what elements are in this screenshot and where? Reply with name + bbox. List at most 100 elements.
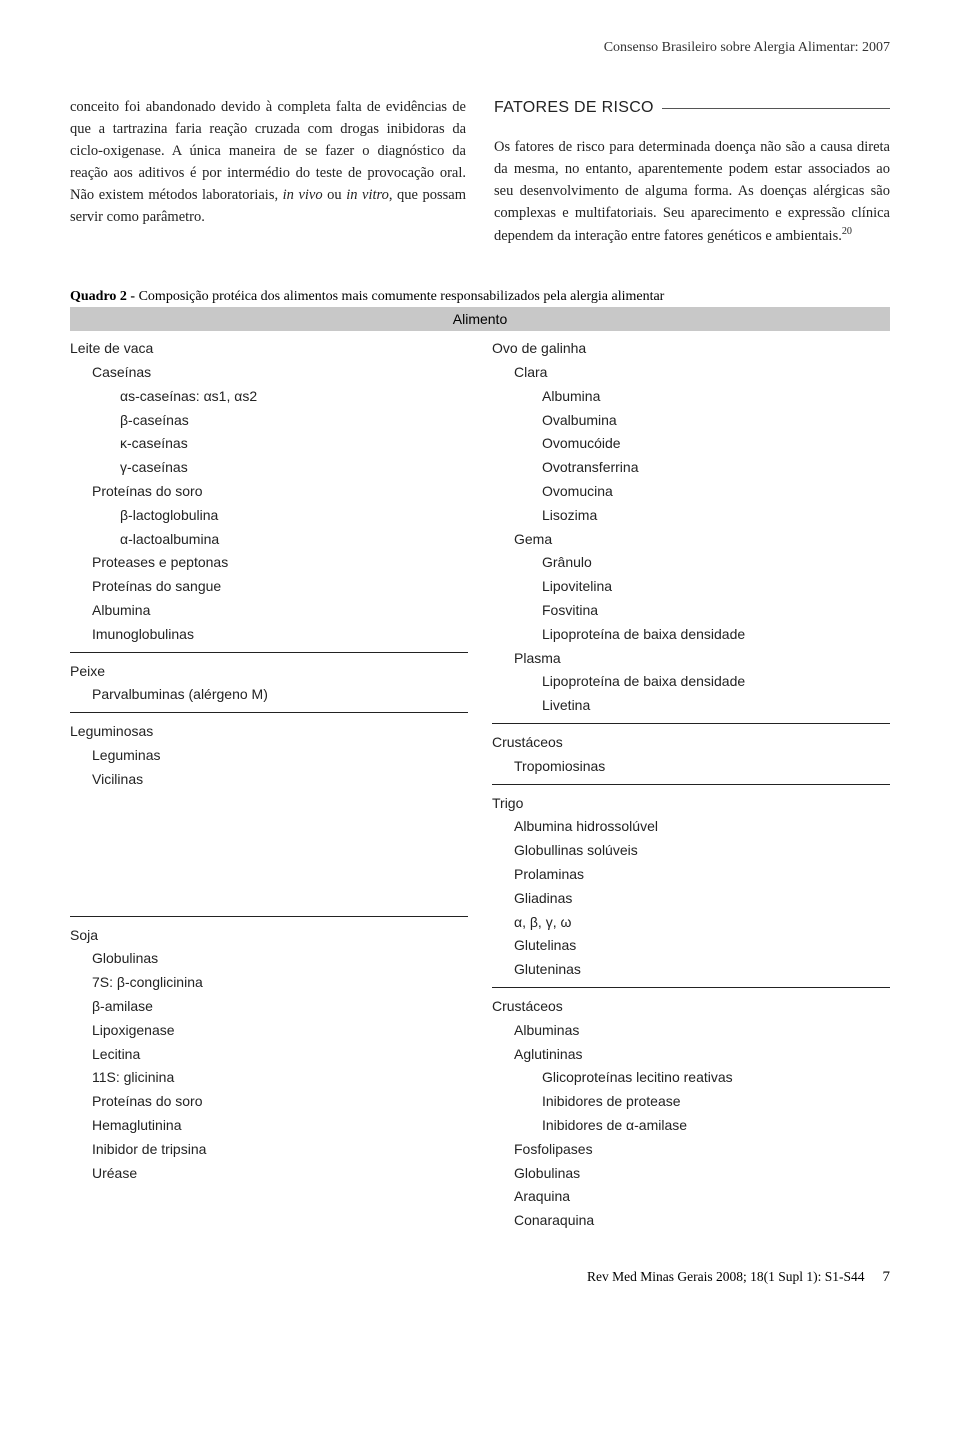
quadro-line: Ovomucóide [492,432,890,456]
quadro-line: Crustáceos [492,731,890,755]
quadro-line: Uréase [70,1162,468,1186]
quadro-line: Fosvitina [492,599,890,623]
heading-text: FATORES DE RISCO [494,96,654,120]
quadro-line: Leite de vaca [70,337,468,361]
quadro-line: Soja [70,924,468,948]
quadro-line: Lisozima [492,504,890,528]
quadro-separator [492,784,890,785]
quadro-line: Peixe [70,660,468,684]
quadro-line: Inibidor de tripsina [70,1138,468,1162]
spacer [70,863,468,887]
quadro-line: Crustáceos [492,995,890,1019]
quadro-line: Lecitina [70,1043,468,1067]
quadro-line: Grânulo [492,551,890,575]
quadro-line: Ovotransferrina [492,456,890,480]
quadro-separator [492,987,890,988]
quadro-line: Leguminas [70,744,468,768]
running-head: Consenso Brasileiro sobre Alergia Alimen… [70,40,890,56]
text-italic: in vitro [346,187,389,203]
spacer [70,839,468,863]
quadro-line: κ-caseínas [70,432,468,456]
quadro-line: γ-caseínas [70,456,468,480]
citation-superscript: 20 [842,226,852,237]
section-heading: FATORES DE RISCO [494,96,890,120]
quadro-line: Lipovitelina [492,575,890,599]
footer-citation: Rev Med Minas Gerais 2008; 18(1 Supl 1):… [587,1269,865,1285]
quadro-line: β-lactoglobulina [70,504,468,528]
quadro-line: Inibidores de protease [492,1090,890,1114]
quadro-line: Clara [492,361,890,385]
quadro-line: Ovalbumina [492,409,890,433]
text: ou [323,187,347,203]
quadro-line: Tropomiosinas [492,755,890,779]
text-italic: in vivo [283,187,323,203]
quadro-line: Albumina [70,599,468,623]
quadro-separator [70,712,468,713]
quadro-line: α-lactoalbumina [70,528,468,552]
quadro-line: Caseínas [70,361,468,385]
quadro-line: Lipoproteína de baixa densidade [492,670,890,694]
quadro-caption: Quadro 2 - Composição protéica dos alime… [70,289,890,305]
quadro-line: Inibidores de α-amilase [492,1114,890,1138]
quadro-line: β-amilase [70,995,468,1019]
quadro-line: Gluteninas [492,958,890,982]
quadro-line: Albuminas [492,1019,890,1043]
text: Os fatores de risco para determinada doe… [494,139,890,244]
quadro-line: 7S: β-conglicinina [70,971,468,995]
quadro-line: Glutelinas [492,934,890,958]
heading-rule [662,108,890,109]
spacer [70,815,468,839]
quadro-line: Leguminosas [70,720,468,744]
quadro-separator [492,723,890,724]
quadro-line: Globullinas solúveis [492,839,890,863]
page-number: 7 [883,1269,891,1286]
quadro-line: Prolaminas [492,863,890,887]
quadro-left-col: Leite de vacaCaseínasαs-caseínas: αs1, α… [70,337,468,1233]
quadro-header: Alimento [70,307,890,331]
quadro-line: Gliadinas [492,887,890,911]
spacer [70,792,468,816]
quadro-title: Composição protéica dos alimentos mais c… [139,289,665,304]
left-column: conceito foi abandonado devido à complet… [70,96,466,247]
quadro-line: Proteínas do soro [70,1090,468,1114]
spacer [70,887,468,911]
quadro-line: Globulinas [492,1162,890,1186]
quadro-line: Aglutininas [492,1043,890,1067]
quadro-line: Trigo [492,792,890,816]
quadro-line: Ovo de galinha [492,337,890,361]
page: Consenso Brasileiro sobre Alergia Alimen… [0,0,960,1316]
quadro-line: Ovomucina [492,480,890,504]
quadro-right-col: Ovo de galinhaClaraAlbuminaOvalbuminaOvo… [492,337,890,1233]
quadro-line: Araquina [492,1185,890,1209]
quadro-line: Albumina [492,385,890,409]
quadro-line: Glicoproteínas lecitino reativas [492,1066,890,1090]
quadro-line: Conaraquina [492,1209,890,1233]
quadro-line: Imunoglobulinas [70,623,468,647]
quadro-line: Vicilinas [70,768,468,792]
quadro-line: Proteases e peptonas [70,551,468,575]
body-columns: conceito foi abandonado devido à complet… [70,96,890,247]
left-paragraph: conceito foi abandonado devido à complet… [70,96,466,228]
quadro-line: Parvalbuminas (alérgeno M) [70,683,468,707]
quadro-line: αs-caseínas: αs1, αs2 [70,385,468,409]
quadro-line: Hemaglutinina [70,1114,468,1138]
right-column: FATORES DE RISCO Os fatores de risco par… [494,96,890,247]
quadro-separator [70,652,468,653]
quadro-table: Leite de vacaCaseínasαs-caseínas: αs1, α… [70,337,890,1233]
quadro-line: β-caseínas [70,409,468,433]
right-paragraph: Os fatores de risco para determinada doe… [494,136,890,247]
quadro-line: Proteínas do soro [70,480,468,504]
quadro-label: Quadro 2 - [70,289,139,304]
quadro-line: Lipoproteína de baixa densidade [492,623,890,647]
quadro-line: Lipoxigenase [70,1019,468,1043]
quadro-line: Gema [492,528,890,552]
quadro-line: 11S: glicinina [70,1066,468,1090]
quadro-line: Proteínas do sangue [70,575,468,599]
quadro-line: Fosfolipases [492,1138,890,1162]
page-footer: Rev Med Minas Gerais 2008; 18(1 Supl 1):… [70,1269,890,1286]
quadro-line: α, β, γ, ω [492,911,890,935]
quadro-line: Plasma [492,647,890,671]
quadro-line: Albumina hidrossolúvel [492,815,890,839]
quadro-line: Livetina [492,694,890,718]
quadro-separator [70,916,468,917]
